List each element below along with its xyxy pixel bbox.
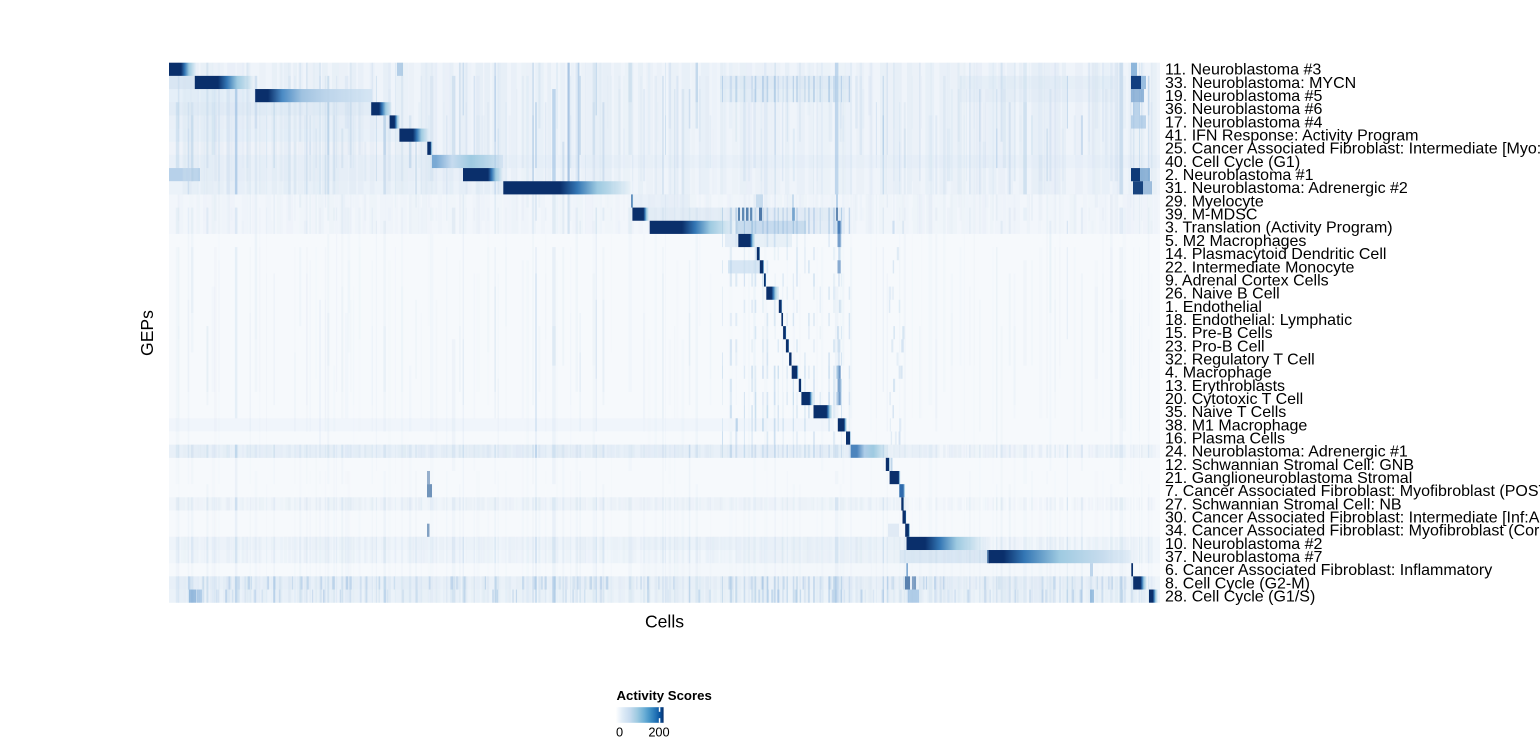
- svg-text:15. Pre-B Cells: 15. Pre-B Cells: [1165, 325, 1273, 342]
- svg-text:30. Cancer Associated Fibrobla: 30. Cancer Associated Fibroblast: Interm…: [1165, 509, 1540, 526]
- svg-text:3. Translation (Activity Progr: 3. Translation (Activity Program): [1165, 220, 1393, 237]
- svg-text:31. Neuroblastoma: Adrenergic: 31. Neuroblastoma: Adrenergic #2: [1165, 180, 1408, 197]
- svg-text:26. Naive B Cell: 26. Naive B Cell: [1165, 286, 1280, 303]
- svg-text:21. Ganglioneuroblastoma Strom: 21. Ganglioneuroblastoma Stromal: [1165, 470, 1412, 487]
- svg-text:GEPs: GEPs: [137, 310, 157, 356]
- svg-text:18. Endothelial: Lymphatic: 18. Endothelial: Lymphatic: [1165, 312, 1352, 329]
- svg-text:13. Erythroblasts: 13. Erythroblasts: [1165, 378, 1285, 395]
- svg-text:12. Schwannian Stromal Cell: G: 12. Schwannian Stromal Cell: GNB: [1165, 457, 1414, 474]
- svg-text:11. Neuroblastoma #3: 11. Neuroblastoma #3: [1165, 62, 1321, 79]
- svg-text:10. Neuroblastoma #2: 10. Neuroblastoma #2: [1165, 536, 1323, 553]
- svg-text:0: 0: [616, 725, 623, 740]
- svg-text:23. Pro-B Cell: 23. Pro-B Cell: [1165, 338, 1265, 355]
- svg-text:27. Schwannian Stromal Cell: N: 27. Schwannian Stromal Cell: NB: [1165, 496, 1402, 513]
- svg-text:29. Myelocyte: 29. Myelocyte: [1165, 193, 1264, 210]
- svg-text:39. M-MDSC: 39. M-MDSC: [1165, 207, 1257, 224]
- svg-text:20. Cytotoxic T Cell: 20. Cytotoxic T Cell: [1165, 391, 1303, 408]
- svg-text:38. M1 Macrophage: 38. M1 Macrophage: [1165, 417, 1307, 434]
- svg-text:200: 200: [648, 725, 669, 740]
- svg-text:2. Neuroblastoma #1: 2. Neuroblastoma #1: [1165, 167, 1314, 184]
- svg-text:28. Cell Cycle (G1/S): 28. Cell Cycle (G1/S): [1165, 589, 1315, 606]
- svg-text:25. Cancer Associated Fibrobla: 25. Cancer Associated Fibroblast: Interm…: [1165, 141, 1540, 158]
- svg-text:9. Adrenal Cortex Cells: 9. Adrenal Cortex Cells: [1165, 272, 1329, 289]
- svg-text:7. Cancer Associated Fibroblas: 7. Cancer Associated Fibroblast: Myofibr…: [1165, 483, 1540, 500]
- svg-text:40. Cell Cycle (G1): 40. Cell Cycle (G1): [1165, 154, 1300, 171]
- svg-text:32. Regulatory T Cell: 32. Regulatory T Cell: [1165, 351, 1315, 368]
- svg-text:24. Neuroblastoma: Adrenergic: 24. Neuroblastoma: Adrenergic #1: [1165, 444, 1408, 461]
- svg-text:1. Endothelial: 1. Endothelial: [1165, 299, 1262, 316]
- svg-text:4. Macrophage: 4. Macrophage: [1165, 365, 1272, 382]
- svg-text:37. Neuroblastoma #7: 37. Neuroblastoma #7: [1165, 549, 1323, 566]
- svg-text:6. Cancer Associated Fibroblas: 6. Cancer Associated Fibroblast: Inflamm…: [1165, 562, 1492, 579]
- svg-text:35. Naive T Cells: 35. Naive T Cells: [1165, 404, 1286, 421]
- svg-text:Activity Scores: Activity Scores: [617, 688, 712, 703]
- svg-text:33. Neuroblastoma: MYCN: 33. Neuroblastoma: MYCN: [1165, 75, 1356, 92]
- svg-text:8. Cell Cycle (G2-M): 8. Cell Cycle (G2-M): [1165, 575, 1310, 592]
- svg-text:17. Neuroblastoma #4: 17. Neuroblastoma #4: [1165, 114, 1323, 131]
- svg-text:34. Cancer Associated Fibrobla: 34. Cancer Associated Fibroblast: Myofib…: [1165, 523, 1540, 540]
- svg-text:22. Intermediate Monocyte: 22. Intermediate Monocyte: [1165, 259, 1355, 276]
- svg-text:19. Neuroblastoma #5: 19. Neuroblastoma #5: [1165, 88, 1323, 105]
- svg-text:41. IFN Response: Activity Pro: 41. IFN Response: Activity Program: [1165, 128, 1418, 145]
- svg-text:Cells: Cells: [645, 611, 684, 631]
- svg-text:36. Neuroblastoma #6: 36. Neuroblastoma #6: [1165, 101, 1323, 118]
- svg-text:14. Plasmacytoid Dendritic Cel: 14. Plasmacytoid Dendritic Cell: [1165, 246, 1386, 263]
- svg-text:16. Plasma Cells: 16. Plasma Cells: [1165, 430, 1285, 447]
- svg-text:5. M2 Macrophages: 5. M2 Macrophages: [1165, 233, 1306, 250]
